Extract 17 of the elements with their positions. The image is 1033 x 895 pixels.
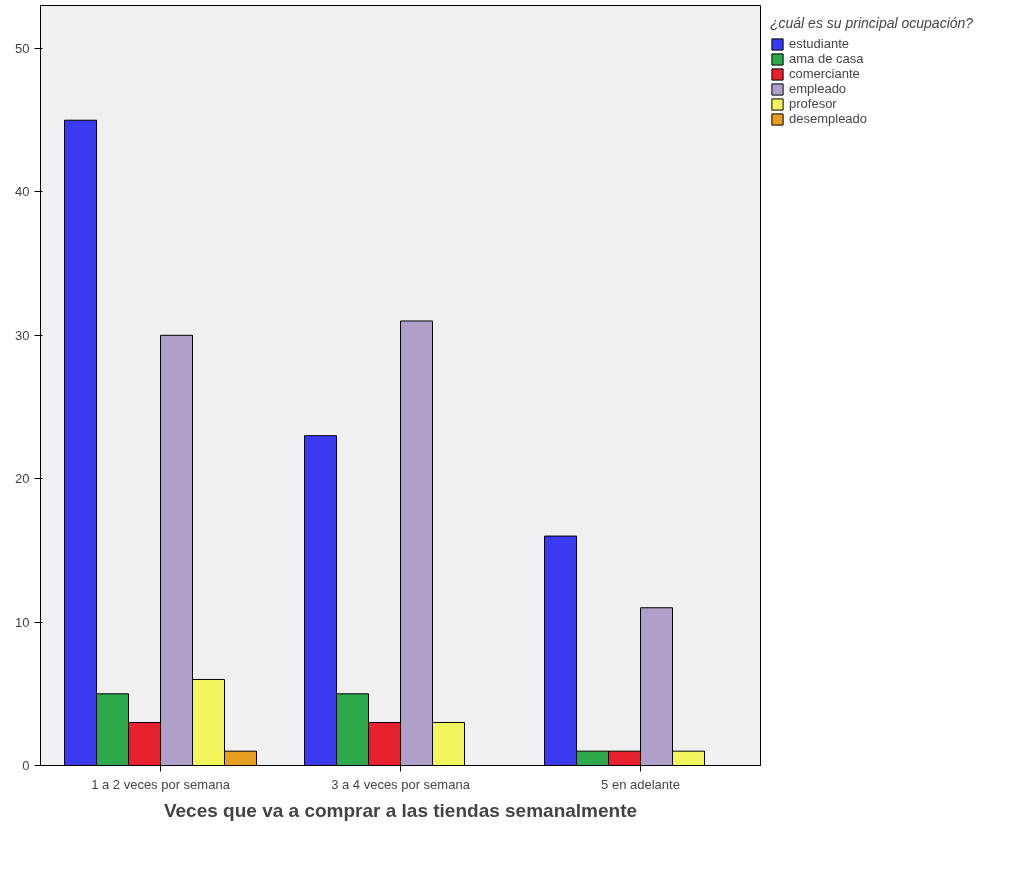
- y-tick-label: 30: [15, 327, 30, 343]
- x-axis-title: Veces que va a comprar a las tiendas semanalmente: [163, 799, 638, 821]
- legend-label: empleado: [789, 81, 847, 96]
- y-tick-label: 10: [15, 614, 30, 630]
- x-tick-label: 1 a 2 veces por semana: [91, 776, 231, 792]
- y-tick-label: 50: [15, 41, 30, 57]
- legend-label: ama de casa: [789, 51, 864, 66]
- legend-title: ¿cuál es su principal ocupación?: [770, 15, 974, 31]
- x-tick-label: 5 en adelante: [601, 776, 680, 792]
- x-tick-label: 3 a 4 veces por semana: [331, 776, 471, 792]
- legend-label: desempleado: [789, 111, 868, 126]
- legend-label: comerciante: [789, 66, 860, 81]
- legend-label: profesor: [789, 96, 837, 111]
- y-tick-label: 40: [15, 184, 30, 200]
- y-tick-label: 0: [22, 758, 30, 773]
- y-tick-label: 20: [15, 471, 30, 487]
- legend-label: estudiante: [789, 36, 849, 51]
